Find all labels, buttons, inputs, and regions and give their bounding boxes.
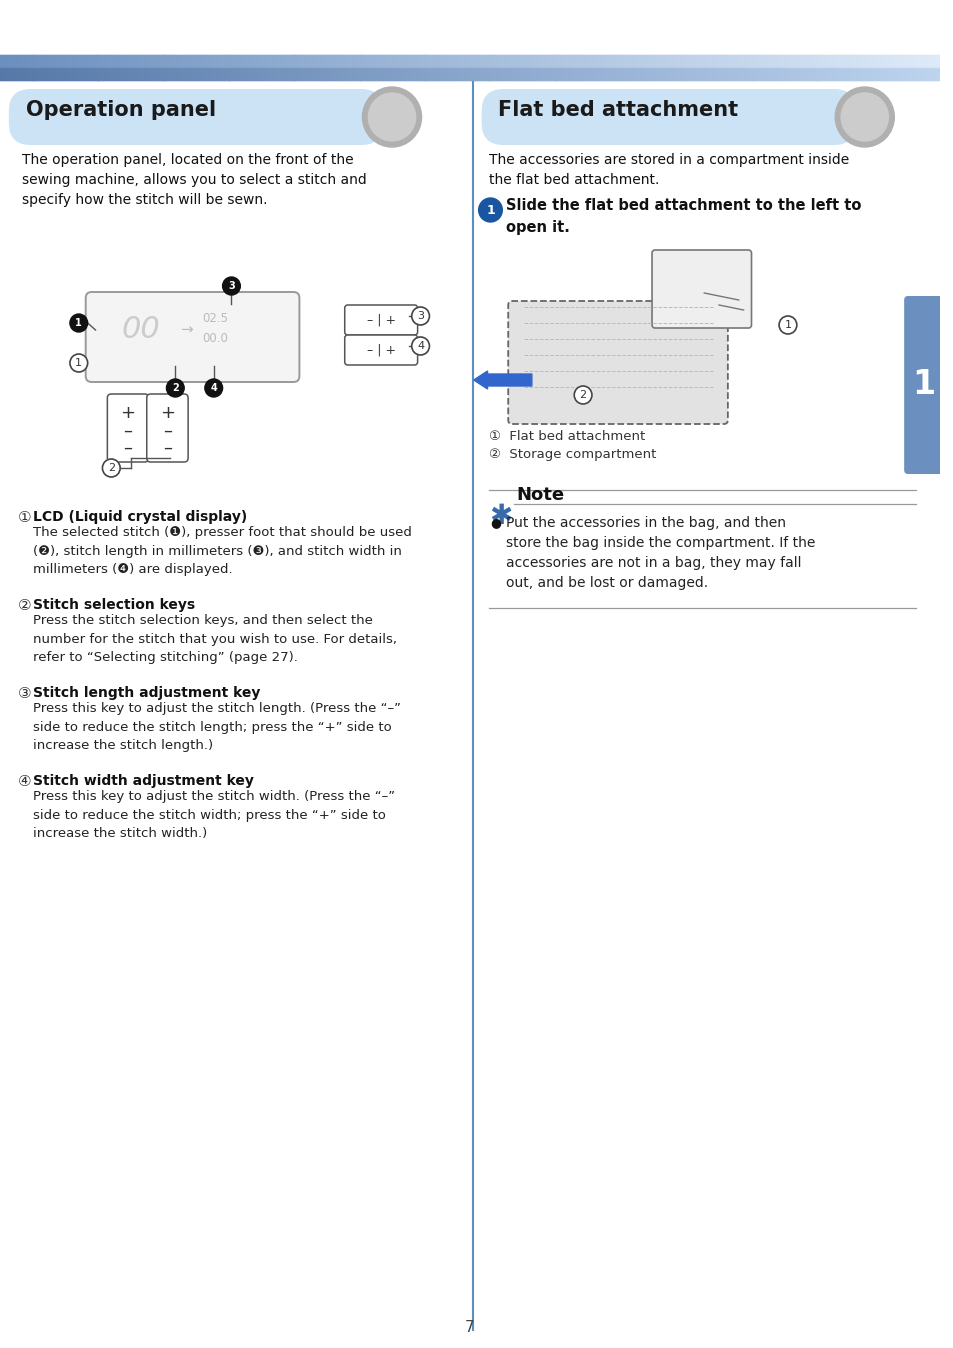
FancyBboxPatch shape [508, 301, 727, 425]
Text: Press the stitch selection keys, and then select the
number for the stitch that : Press the stitch selection keys, and the… [33, 613, 397, 665]
Text: +: + [120, 404, 135, 422]
FancyBboxPatch shape [147, 394, 188, 462]
Circle shape [412, 337, 429, 355]
Text: 00: 00 [121, 315, 160, 345]
Circle shape [779, 315, 796, 334]
Text: 4: 4 [210, 383, 217, 394]
Text: The accessories are stored in a compartment inside
the flat bed attachment.: The accessories are stored in a compartm… [488, 154, 848, 187]
FancyBboxPatch shape [344, 336, 417, 365]
FancyBboxPatch shape [108, 394, 149, 462]
Text: Note: Note [516, 487, 563, 504]
Circle shape [362, 88, 421, 147]
Text: The operation panel, located on the front of the
sewing machine, allows you to s: The operation panel, located on the fron… [22, 154, 366, 208]
Text: ①  Flat bed attachment: ① Flat bed attachment [488, 430, 644, 443]
Text: ③: ③ [18, 686, 31, 701]
Text: LCD (Liquid crystal display): LCD (Liquid crystal display) [33, 510, 248, 524]
FancyBboxPatch shape [86, 293, 299, 381]
Text: ②  Storage compartment: ② Storage compartment [488, 448, 656, 461]
Text: Put the accessories in the bag, and then
store the bag inside the compartment. I: Put the accessories in the bag, and then… [506, 516, 815, 590]
Text: Operation panel: Operation panel [26, 100, 215, 120]
FancyBboxPatch shape [651, 249, 751, 328]
Text: The selected stitch (❶), presser foot that should be used
(❷), stitch length in : The selected stitch (❶), presser foot th… [33, 526, 412, 576]
Text: 02.5: 02.5 [202, 311, 228, 325]
Text: – | +: – | + [366, 344, 395, 356]
Text: Stitch width adjustment key: Stitch width adjustment key [33, 774, 254, 789]
Text: 1: 1 [783, 319, 791, 330]
Circle shape [834, 88, 893, 147]
FancyBboxPatch shape [9, 89, 383, 146]
Text: –: – [123, 439, 132, 457]
Text: 1: 1 [75, 359, 82, 368]
Text: 7: 7 [464, 1321, 475, 1336]
Text: 3: 3 [228, 280, 234, 291]
Circle shape [205, 379, 222, 398]
Text: –: – [163, 422, 172, 439]
FancyArrow shape [474, 371, 532, 390]
Text: →: → [180, 322, 193, 337]
Text: ④: ④ [18, 774, 31, 789]
Text: 3: 3 [416, 311, 424, 321]
FancyBboxPatch shape [903, 297, 943, 474]
Text: 2: 2 [578, 390, 586, 400]
FancyBboxPatch shape [344, 305, 417, 336]
Text: –: – [163, 439, 172, 457]
Text: 1: 1 [75, 318, 82, 328]
Text: 00.0: 00.0 [202, 332, 228, 345]
Text: 1: 1 [911, 368, 935, 402]
Text: 2: 2 [172, 383, 178, 394]
FancyBboxPatch shape [481, 89, 855, 146]
Text: +: + [160, 404, 174, 422]
Text: 4: 4 [416, 341, 424, 350]
Circle shape [70, 355, 88, 372]
Text: ●: ● [490, 516, 501, 528]
Text: Press this key to adjust the stitch width. (Press the “–”
side to reduce the sti: Press this key to adjust the stitch widt… [33, 790, 395, 840]
Circle shape [70, 314, 88, 332]
Circle shape [412, 307, 429, 325]
Text: ②: ② [18, 599, 31, 613]
Circle shape [222, 276, 240, 295]
Circle shape [841, 93, 887, 142]
Text: Stitch length adjustment key: Stitch length adjustment key [33, 686, 260, 700]
Text: Flat bed attachment: Flat bed attachment [497, 100, 738, 120]
Text: 1: 1 [486, 204, 495, 217]
Text: 2: 2 [108, 462, 114, 473]
Circle shape [102, 460, 120, 477]
Circle shape [166, 379, 184, 398]
Circle shape [478, 198, 502, 222]
Text: Press this key to adjust the stitch length. (Press the “–”
side to reduce the st: Press this key to adjust the stitch leng… [33, 702, 401, 752]
Text: ✱: ✱ [489, 501, 512, 530]
Text: Slide the flat bed attachment to the left to
open it.: Slide the flat bed attachment to the lef… [506, 198, 861, 235]
Text: ①: ① [18, 510, 31, 524]
Circle shape [368, 93, 416, 142]
Text: –: – [123, 422, 132, 439]
Text: – | +: – | + [366, 314, 395, 326]
Circle shape [574, 386, 591, 404]
Text: Stitch selection keys: Stitch selection keys [33, 599, 195, 612]
